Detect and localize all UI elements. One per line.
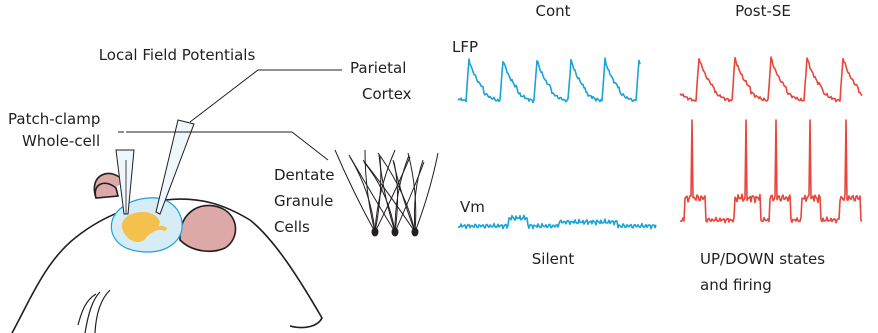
state-label: Silent [532, 250, 575, 268]
granule-label: Granule [274, 192, 333, 210]
patch-clamp-label: Patch-clamp [8, 110, 100, 128]
granule-cells-illustration [335, 150, 438, 236]
dendrite [415, 153, 438, 232]
trace [458, 215, 656, 228]
cells-label: Cells [274, 218, 310, 236]
whole-cell-label: Whole-cell [22, 132, 100, 150]
state-label: UP/DOWN states [700, 250, 825, 268]
row-label: Vm [460, 198, 485, 216]
recording-traces [458, 57, 862, 229]
figure: Local Field Potentials Parietal Cortex Patc… [0, 0, 878, 333]
dendrite [335, 150, 375, 232]
cortex-label: Cortex [362, 85, 412, 103]
row-label: LFP [452, 38, 478, 56]
dendrite [350, 157, 375, 232]
column-header: Post-SE [735, 2, 791, 20]
state-label: and firing [700, 276, 772, 294]
trace [680, 57, 862, 102]
trace [680, 120, 862, 223]
parietal-label: Parietal [350, 59, 406, 77]
dentate-label: Dentate [274, 166, 334, 184]
lfp-label: Local Field Potentials [99, 46, 256, 64]
trace [458, 58, 640, 103]
column-header: Cont [535, 2, 570, 20]
